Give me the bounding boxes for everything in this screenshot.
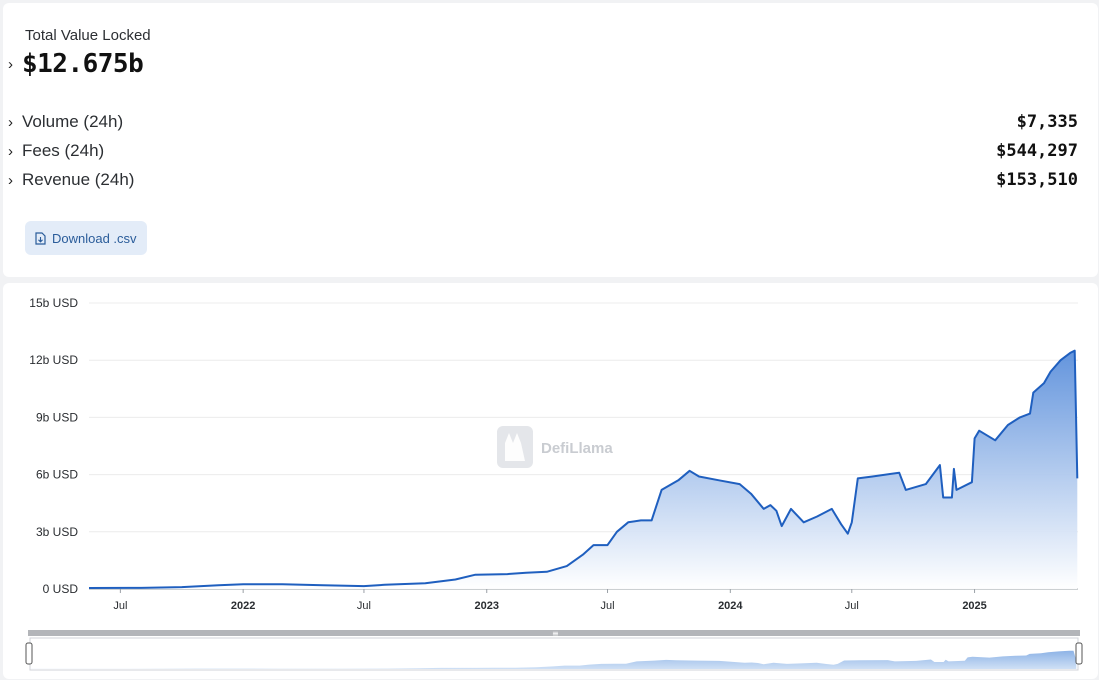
- tvl-area: [89, 350, 1078, 589]
- metric-value: $544,297: [996, 141, 1078, 161]
- navigator-scrollbar: [28, 630, 1080, 636]
- range-navigator[interactable]: ≡: [25, 629, 1083, 671]
- watermark-text: DefiLlama: [541, 440, 613, 457]
- defillama-watermark: DefiLlama: [497, 426, 613, 468]
- metric-value: $7,335: [1016, 112, 1078, 132]
- x-tick-label: Jul: [113, 600, 127, 612]
- navigator-handle-right: [1075, 642, 1083, 665]
- x-tick-label: 2024: [718, 600, 743, 612]
- chevron-right-icon: ›: [8, 142, 13, 160]
- tvl-label: Total Value Locked: [25, 27, 151, 44]
- metric-label: Revenue (24h): [22, 170, 135, 189]
- tvl-chart[interactable]: 0 USD 3b USD 6b USD 9b USD 12b USD 15b USD De…: [3, 283, 1098, 679]
- y-tick-label: 0 USD: [43, 582, 79, 596]
- x-tick-label: Jul: [845, 600, 859, 612]
- y-tick-label: 15b USD: [29, 296, 78, 310]
- metric-label: Fees (24h): [22, 141, 105, 160]
- metric-value: $153,510: [996, 170, 1078, 190]
- chevron-right-icon: ›: [8, 113, 13, 131]
- metric-revenue-row[interactable]: › Revenue (24h) $153,510: [8, 169, 1078, 191]
- navigator-handle-left: [25, 642, 33, 665]
- y-tick-label: 6b USD: [36, 468, 78, 482]
- stats-card: Total Value Locked › $12.675b › Volume (…: [3, 3, 1098, 277]
- x-tick-label: 2023: [474, 600, 498, 612]
- x-tick-label: 2022: [231, 600, 255, 612]
- navigator-area: [31, 650, 1077, 669]
- y-tick-label: 3b USD: [36, 525, 78, 539]
- download-csv-button[interactable]: Download .csv: [25, 221, 147, 255]
- x-tick-label: 2025: [962, 600, 986, 612]
- chevron-right-icon: ›: [8, 55, 13, 73]
- metric-label: Volume (24h): [22, 112, 124, 131]
- tvl-toggle[interactable]: › $12.675b: [8, 49, 144, 79]
- chevron-right-icon: ›: [8, 171, 13, 189]
- y-tick-label: 12b USD: [29, 353, 78, 367]
- metric-fees-row[interactable]: › Fees (24h) $544,297: [8, 140, 1078, 162]
- download-label: Download .csv: [52, 230, 137, 246]
- chart-card: 0 USD 3b USD 6b USD 9b USD 12b USD 15b USD De…: [3, 283, 1098, 679]
- metric-volume-row[interactable]: › Volume (24h) $7,335: [8, 111, 1078, 133]
- y-tick-label: 9b USD: [36, 410, 78, 424]
- svg-text:≡: ≡: [552, 629, 559, 638]
- tvl-line: [88, 349, 1079, 589]
- file-download-icon: [35, 231, 46, 245]
- x-tick-label: Jul: [600, 600, 614, 612]
- x-tick-label: Jul: [357, 600, 371, 612]
- tvl-value: $12.675b: [22, 49, 144, 79]
